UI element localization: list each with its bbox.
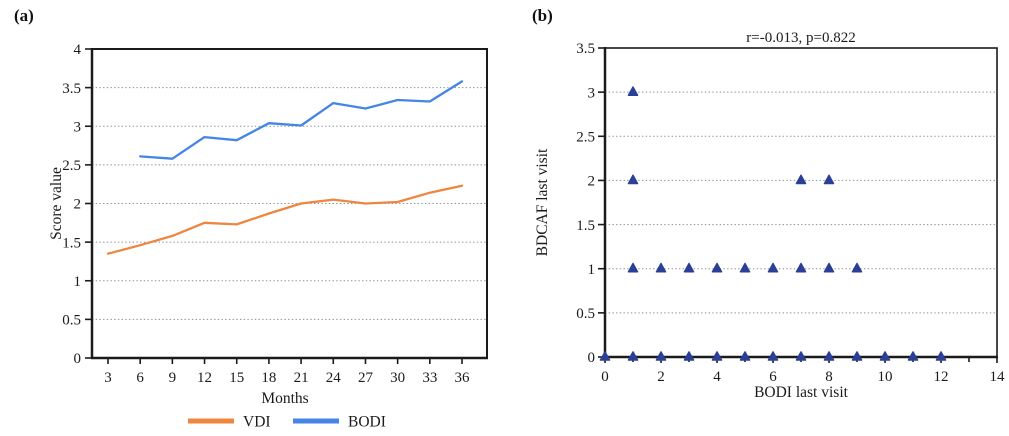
scatter-point xyxy=(683,262,695,273)
bodi-line xyxy=(139,80,464,160)
scatter-point xyxy=(655,262,667,273)
scatter-point xyxy=(711,351,723,361)
x-tick-label: 24 xyxy=(326,370,342,386)
scatter-point xyxy=(711,262,723,273)
y-tick-label: 2.5 xyxy=(576,129,595,145)
x-tick-label: 18 xyxy=(261,370,276,386)
scatter-point xyxy=(627,262,639,273)
x-tick-label: 15 xyxy=(229,370,244,386)
x-axis-title: BODI last visit xyxy=(754,384,849,401)
x-tick-label: 36 xyxy=(455,370,471,386)
x-tick-label: 3 xyxy=(104,370,112,386)
line-chart-svg: 00.511.522.533.543 6 9 12 15 18 21 24 27 30 33 36Mo… xyxy=(48,42,488,430)
y-tick-label: 1.5 xyxy=(62,235,81,251)
y-tick-label: 2 xyxy=(74,197,82,213)
scatter-point xyxy=(627,86,639,96)
x-tick-label: 2 xyxy=(657,369,665,385)
y-tick-label: 2 xyxy=(588,174,596,190)
panel-a-label: (a) xyxy=(14,6,34,25)
scatter-point xyxy=(795,174,807,185)
y-tick-label: 1 xyxy=(588,262,596,278)
scatter-point xyxy=(627,351,639,361)
scatter-point xyxy=(683,351,695,361)
scatter-point xyxy=(767,262,779,273)
scatter-point xyxy=(935,351,947,361)
scatter-point xyxy=(795,351,807,361)
vdi-line xyxy=(106,184,464,255)
y-tick-label: 3 xyxy=(588,85,596,101)
x-tick-label: 9 xyxy=(169,370,177,386)
y-tick-label: 2.5 xyxy=(62,158,81,174)
scatter-point xyxy=(823,262,835,273)
y-tick-label: 1 xyxy=(74,274,82,290)
x-axis-title: Months xyxy=(261,390,308,407)
panel-b-label: (b) xyxy=(532,6,553,25)
legend-label-bodi: BODI xyxy=(348,413,386,430)
y-tick-label: 3 xyxy=(74,119,82,135)
legend-label-vdi: VDI xyxy=(243,413,271,430)
y-axis-title: Score value xyxy=(48,167,65,240)
scatter-point xyxy=(879,351,891,361)
scatter-chart-svg: 0 0.5 1 1.5 2 2.5 3 3.5 0 2 4 6 8 10 12 14 r=-0.013, p=0… xyxy=(534,30,1006,401)
scatter-point xyxy=(739,262,751,273)
x-tick-label: 6 xyxy=(136,370,144,386)
x-tick-label: 10 xyxy=(878,369,893,385)
scatter-point xyxy=(627,174,639,185)
x-tick-label: 12 xyxy=(934,369,949,385)
plot-frame xyxy=(604,47,998,358)
y-tick-label: 0.5 xyxy=(62,313,81,329)
scatter-point xyxy=(851,262,863,273)
y-tick-label: 3.5 xyxy=(62,81,81,97)
chart-title: r=-0.013, p=0.822 xyxy=(746,30,855,46)
x-tick-label: 30 xyxy=(390,370,405,386)
y-tick-label: 4 xyxy=(74,42,82,58)
scatter-point xyxy=(767,351,779,361)
y-tick-label: 0.5 xyxy=(576,306,595,322)
x-tick-label: 4 xyxy=(713,369,721,385)
scatter-point xyxy=(655,351,667,361)
x-tick-label: 0 xyxy=(601,369,609,385)
scatter-point xyxy=(599,351,611,361)
y-tick-label: 3.5 xyxy=(576,41,595,57)
x-tick-label: 14 xyxy=(990,369,1006,385)
scatter-point xyxy=(795,262,807,273)
scatter-point xyxy=(851,351,863,361)
y-tick-label: 0 xyxy=(588,350,596,366)
x-tick-label: 8 xyxy=(825,369,833,385)
x-tick-label: 33 xyxy=(422,370,437,386)
x-tick-label: 6 xyxy=(769,369,777,385)
y-axis-title: BDCAF last visit xyxy=(534,148,551,256)
scatter-point xyxy=(907,351,919,361)
x-tick-label: 21 xyxy=(294,370,309,386)
y-tick-label: 1.5 xyxy=(576,218,595,234)
scatter-point xyxy=(739,351,751,361)
x-tick-label: 27 xyxy=(358,370,374,386)
scatter-point xyxy=(823,174,835,185)
scatter-point xyxy=(823,351,835,361)
x-tick-label: 12 xyxy=(197,370,212,386)
y-tick-label: 0 xyxy=(74,351,82,367)
